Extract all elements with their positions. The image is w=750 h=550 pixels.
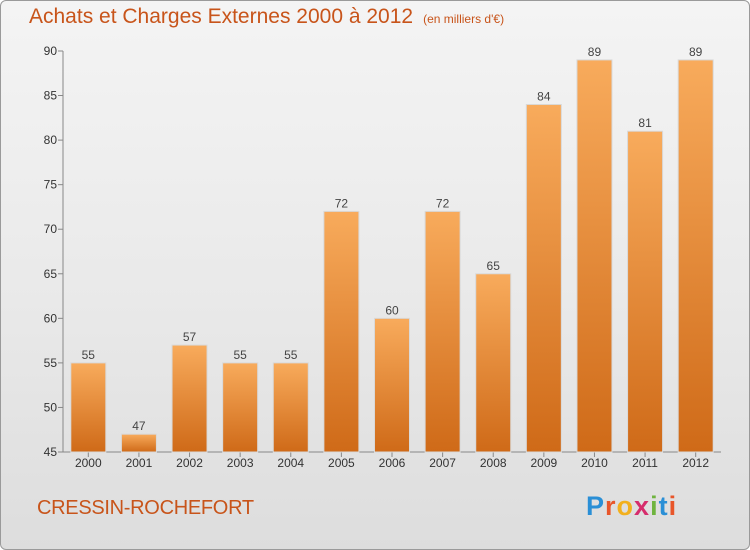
- logo-letter: x: [634, 491, 651, 521]
- bar-2010: [576, 59, 613, 453]
- data-label-2000: 55: [82, 348, 96, 362]
- bar-2003: [222, 362, 259, 453]
- bar-2006: [374, 317, 410, 453]
- x-tick-label: 2001: [126, 456, 153, 470]
- x-tick-label: 2009: [530, 456, 557, 470]
- bar-2002: [171, 344, 208, 453]
- chart-bars: [70, 59, 714, 453]
- chart-labels: 55 47 57 55 55 72 60 72 65 84 89 81 89: [82, 45, 703, 433]
- data-label-2002: 57: [183, 330, 197, 344]
- y-tick-label: 45: [44, 445, 58, 459]
- data-label-2003: 55: [233, 348, 247, 362]
- x-tick-label: 2005: [328, 456, 355, 470]
- chart-subtitle: (en milliers d'€): [423, 12, 505, 26]
- chart-title-text: Achats et Charges Externes 2000 à 2012: [29, 5, 414, 28]
- data-label-2005: 72: [335, 196, 349, 210]
- data-label-2007: 72: [436, 196, 450, 210]
- x-tick-label: 2011: [632, 456, 658, 470]
- data-label-2011: 81: [638, 116, 652, 130]
- x-tick-label: 2007: [429, 456, 456, 470]
- y-tick-label: 80: [44, 133, 58, 147]
- proxiti-logo: Proxiti: [586, 491, 677, 522]
- y-tick-label: 55: [44, 356, 58, 370]
- x-tick-label: 2000: [75, 456, 102, 470]
- logo-letter: r: [605, 491, 617, 521]
- y-tick-label: 65: [44, 267, 58, 281]
- x-tick-label: 2004: [277, 456, 304, 470]
- bar-2008: [475, 273, 512, 453]
- y-tick-label: 50: [44, 400, 58, 414]
- x-tick-label: 2006: [379, 456, 406, 470]
- data-label-2008: 65: [487, 259, 501, 273]
- logo-letter: i: [650, 491, 659, 521]
- data-label-2001: 47: [132, 419, 146, 433]
- x-tick-label: 2002: [176, 456, 203, 470]
- bar-2005: [323, 210, 360, 453]
- x-tick-label: 2003: [227, 456, 254, 470]
- bar-2012: [677, 59, 714, 453]
- data-label-2010: 89: [588, 45, 602, 59]
- logo-letter: i: [668, 491, 678, 521]
- y-tick-label: 60: [44, 311, 58, 325]
- logo-letter: o: [616, 491, 635, 521]
- y-tick-label: 90: [44, 44, 58, 58]
- bar-2001: [120, 433, 157, 453]
- logo-letter: t: [658, 491, 669, 521]
- x-tick-label: 2012: [682, 456, 709, 470]
- y-tick-label: 70: [44, 222, 58, 236]
- bar-2004: [272, 362, 309, 453]
- chart-title: Achats et Charges Externes 2000 à 2012 (e…: [29, 5, 504, 29]
- data-label-2012: 89: [689, 45, 703, 59]
- y-tick-label: 75: [44, 178, 58, 192]
- x-tick-label: 2010: [581, 456, 608, 470]
- bar-2007: [424, 210, 461, 453]
- data-label-2009: 84: [537, 89, 551, 103]
- bar-2009: [525, 103, 562, 453]
- bar-2000: [70, 362, 107, 453]
- commune-name: CRESSIN-ROCHEFORT: [37, 497, 254, 519]
- logo-letter: P: [586, 491, 606, 521]
- data-label-2006: 60: [385, 303, 399, 317]
- y-tick-label: 85: [44, 89, 58, 103]
- x-tick-label: 2008: [480, 456, 507, 470]
- bar-2011: [627, 130, 664, 453]
- data-label-2004: 55: [284, 348, 298, 362]
